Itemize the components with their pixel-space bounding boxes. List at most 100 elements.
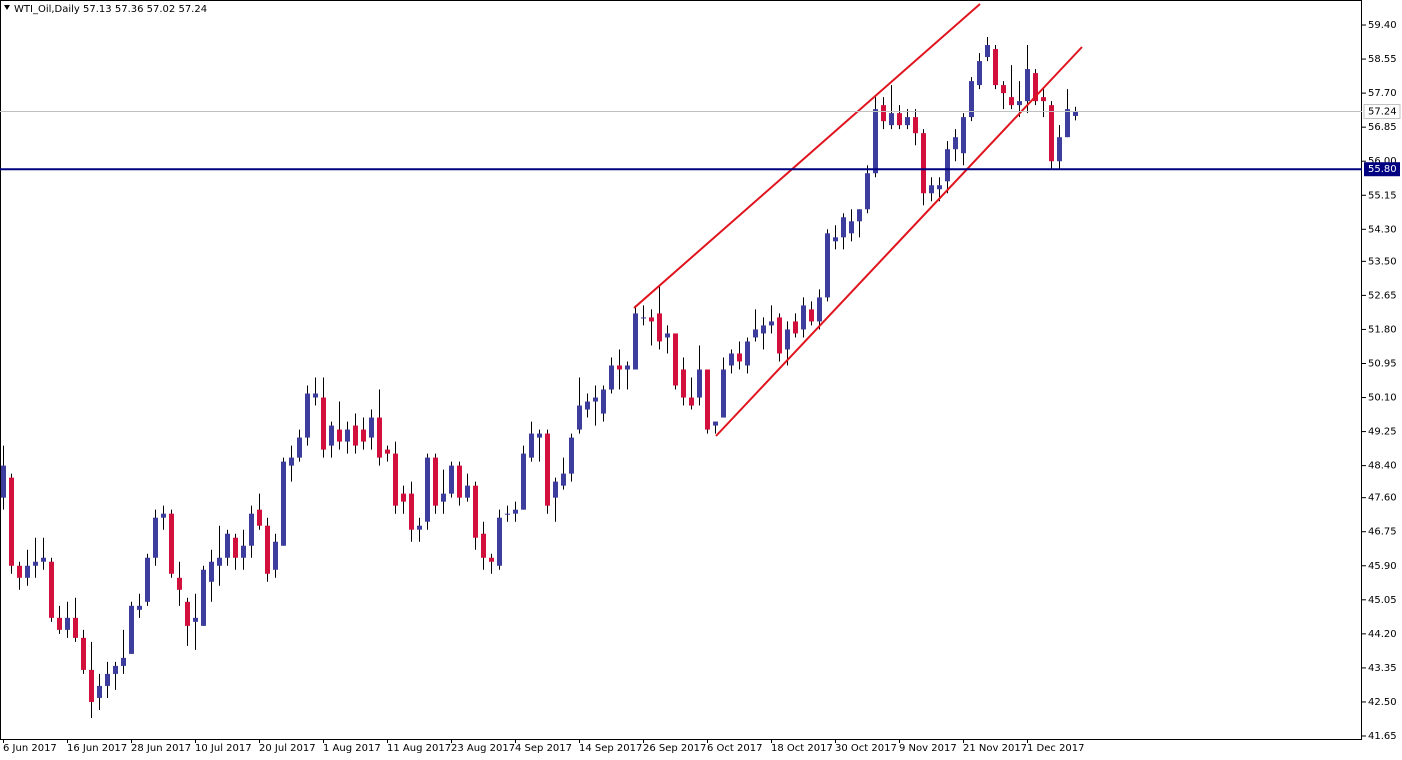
candle-body [161,513,166,518]
candle-body [1057,137,1062,162]
candle-body [913,117,918,134]
candle-body [505,513,510,515]
candle-body [481,533,486,558]
candle-body [201,569,206,626]
candle-body [881,105,886,122]
x-tick-label: 10 Jul 2017 [195,743,252,754]
candle-body [857,209,862,222]
x-tick-label: 20 Jul 2017 [259,743,316,754]
candle-body [585,401,590,410]
candle-body [697,369,702,398]
candle-body [249,513,254,546]
candle-body [689,397,694,406]
candle-body [865,173,870,210]
candle-body [121,657,126,666]
candle-body [553,481,558,498]
y-tick-label: 57.70 [1368,88,1397,99]
candle-body [385,449,390,454]
candle-body [345,429,350,442]
candle-body [593,397,598,402]
candle-body [1065,109,1070,138]
y-tick-label: 45.05 [1368,595,1397,606]
x-tick-label: 18 Oct 2017 [771,743,833,754]
candle-body [145,557,150,602]
x-tick-label: 26 Sep 2017 [643,743,706,754]
candle-body [969,81,974,118]
x-tick-label: 1 Dec 2017 [1027,743,1085,754]
candle-body [529,433,534,458]
candle-body [1001,85,1006,94]
candle-body [809,309,814,322]
candle-body [641,317,646,319]
candle-body [369,417,374,438]
candle-body [833,237,838,242]
y-tick-label: 41.65 [1368,731,1397,742]
last-price-box [1363,104,1401,120]
candle-body [761,325,766,334]
candle-body [65,617,70,630]
candle-body [57,617,62,630]
candle-body [417,525,422,530]
candle-body [113,665,118,674]
y-tick-label: 47.60 [1368,493,1397,504]
candle-body [225,533,230,558]
candle-body [409,493,414,530]
candle-body [889,113,894,126]
level-box [1364,162,1400,177]
candle-body [1009,97,1014,106]
candle-body [465,485,470,498]
candle-body [521,453,526,510]
candle-body [89,669,94,702]
candle-body [1033,73,1038,102]
y-tick-label: 45.90 [1368,561,1397,572]
x-tick-label: 6 Oct 2017 [707,743,762,754]
candle-body [665,333,670,338]
candle-body [945,149,950,182]
candle-body [1,465,6,498]
candle-body [633,313,638,370]
candle-body [873,109,878,174]
candle-body [577,405,582,430]
candle-body [897,113,902,126]
level-label: 55.80 [1368,164,1397,175]
candle-body [473,485,478,538]
candle-body [801,305,806,330]
x-tick-label: 16 Jun 2017 [67,743,127,754]
candle-body [513,509,518,514]
y-tick-label: 58.55 [1368,54,1397,65]
candle-body [49,561,54,618]
candle-body [537,433,542,438]
y-tick-label: 54.30 [1368,224,1397,235]
candle-body [849,221,854,234]
candle-body [337,429,342,442]
candle-body [105,673,110,686]
candle-body [617,365,622,370]
candle-body [769,321,774,326]
candle-body [433,457,438,506]
candle-body [729,353,734,366]
candle-body [745,341,750,366]
candle-body [153,517,158,558]
candle-body [457,465,462,498]
candle-body [265,525,270,574]
y-tick-label: 56.85 [1368,122,1397,133]
candle-body [241,545,246,558]
x-tick-label: 6 Jun 2017 [3,743,57,754]
candle-body [1041,97,1046,102]
candle-body [721,369,726,418]
candle-body [753,329,758,338]
x-tick-label: 11 Aug 2017 [387,743,451,754]
candle-body [297,437,302,458]
candle-body [737,353,742,362]
candle-body [905,117,910,126]
candle-body [17,565,22,578]
candle-body [217,557,222,566]
x-tick-label: 28 Jun 2017 [131,743,191,754]
candle-body [233,537,238,558]
candle-body [273,541,278,570]
menu-arrow [4,5,10,10]
y-tick-label: 46.75 [1368,527,1397,538]
candle-body [393,453,398,506]
candle-body [361,429,366,442]
